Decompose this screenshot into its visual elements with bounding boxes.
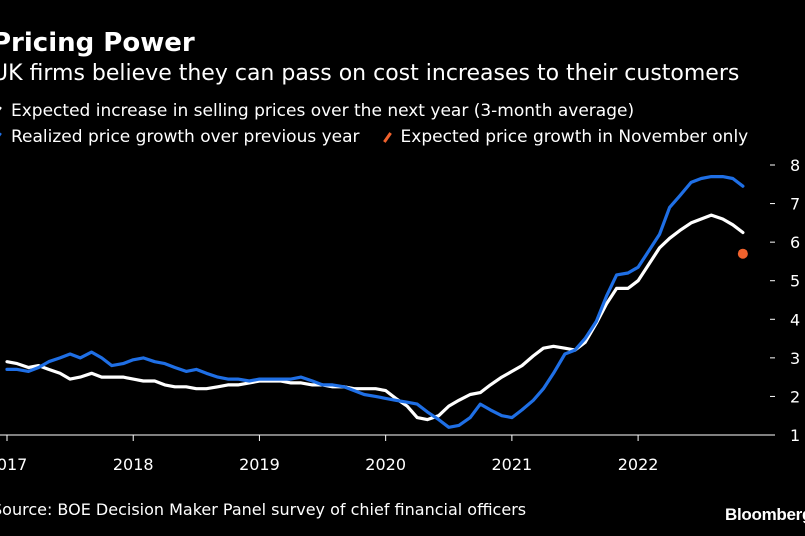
x-tick-label-2020: 2020 xyxy=(365,455,406,474)
x-tick-label-2021: 2021 xyxy=(492,455,533,474)
legend-row-1: Expected increase in selling prices over… xyxy=(0,100,634,122)
x-tick-label-2018: 2018 xyxy=(113,455,154,474)
y-tick-label-7: 7 xyxy=(790,195,800,214)
legend-label-expected: Expected increase in selling prices over… xyxy=(11,101,635,121)
chart-title: Pricing Power xyxy=(0,28,195,58)
x-tick-label-2017: 2017 xyxy=(0,455,27,474)
legend-label-november: Expected price growth in November only xyxy=(400,127,749,147)
legend-row-2: Realized price growth over previous year… xyxy=(0,126,748,148)
y-tick-label-1: 1 xyxy=(790,426,800,445)
y-tick-label-4: 4 xyxy=(790,310,800,329)
y-tick-label-3: 3 xyxy=(790,349,800,368)
y-tick-label-8: 8 xyxy=(790,156,800,175)
legend-label-realized: Realized price growth over previous year xyxy=(11,127,360,147)
series-line-expected xyxy=(5,213,745,422)
chart-subtitle: UK firms believe they can pass on cost i… xyxy=(0,61,740,86)
series-line-realized xyxy=(5,175,745,429)
y-tick-label-5: 5 xyxy=(790,272,800,291)
x-tick-label-2019: 2019 xyxy=(239,455,280,474)
y-tick-label-6: 6 xyxy=(790,233,800,252)
bloomberg-logo: Bloomberg xyxy=(725,505,805,524)
source-note: Source: BOE Decision Maker Panel survey … xyxy=(0,500,527,519)
x-tick-label-2022: 2022 xyxy=(618,455,659,474)
point-november-expected xyxy=(737,248,748,259)
y-tick-label-2: 2 xyxy=(790,387,800,406)
